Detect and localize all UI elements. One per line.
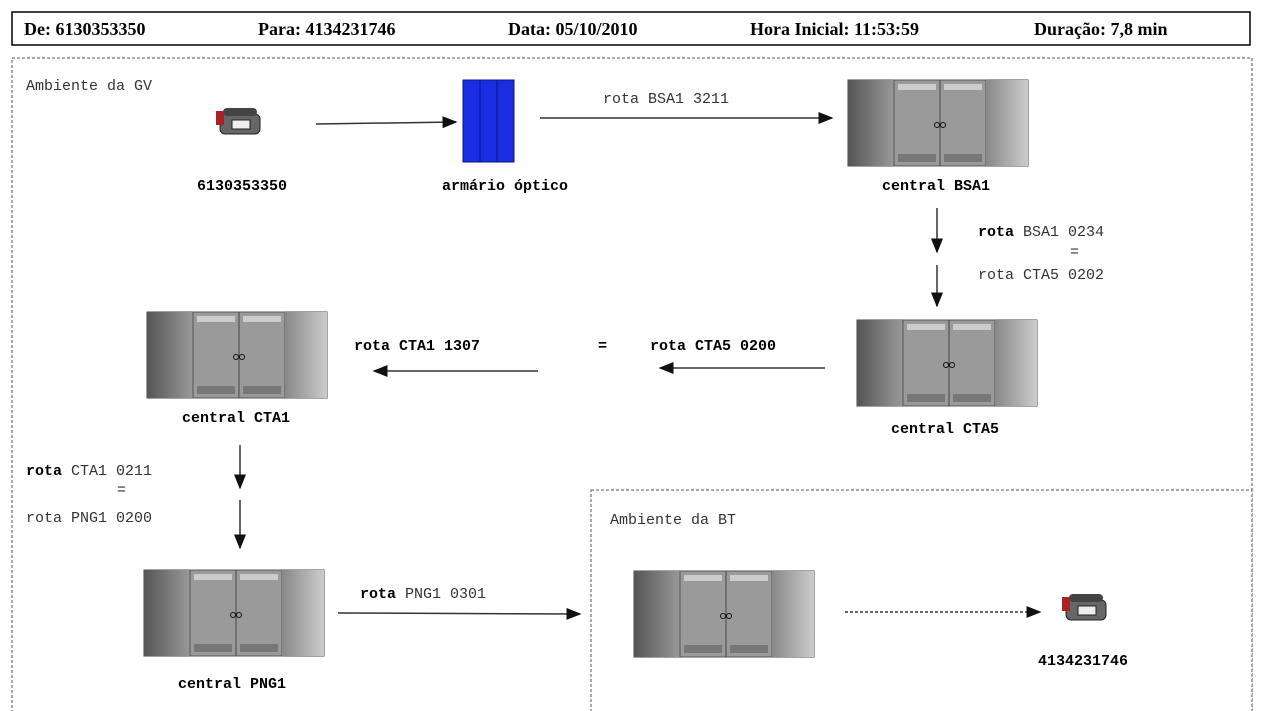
zone-gv bbox=[11, 57, 1253, 711]
node-label: 4134231746 bbox=[1038, 653, 1128, 670]
node-label: armário óptico bbox=[442, 178, 568, 195]
header: De: 6130353350 Para: 4134231746 Data: 05… bbox=[24, 19, 1168, 39]
header-field: Data: 05/10/2010 bbox=[508, 19, 638, 39]
route-label: rota PNG1 0301 bbox=[360, 586, 486, 603]
node-label: central PNG1 bbox=[178, 676, 286, 693]
cabinet-icon bbox=[462, 79, 515, 163]
route-equals: = bbox=[598, 338, 607, 355]
header-box bbox=[11, 11, 1251, 46]
central-icon bbox=[143, 569, 325, 657]
node-label: 6130353350 bbox=[197, 178, 287, 195]
header-field: Para: 4134231746 bbox=[258, 19, 395, 39]
phone-icon bbox=[1061, 593, 1107, 621]
route-label: rota PNG1 0200 bbox=[26, 510, 152, 527]
central-icon bbox=[633, 570, 815, 658]
header-field: De: 6130353350 bbox=[24, 19, 145, 39]
node-label: central CTA5 bbox=[891, 421, 999, 438]
route-label: rota CTA1 1307 bbox=[354, 338, 480, 355]
header-field: Duração: 7,8 min bbox=[1034, 19, 1168, 39]
phone-icon bbox=[215, 107, 261, 135]
route-label: rota CTA1 0211 bbox=[26, 463, 152, 480]
arrows bbox=[234, 112, 1042, 620]
node-label: central CTA1 bbox=[182, 410, 290, 427]
central-icon bbox=[146, 311, 328, 399]
route-label: rota BSA1 3211 bbox=[603, 91, 729, 108]
central-icon bbox=[856, 319, 1038, 407]
zone-label: Ambiente da BT bbox=[610, 512, 736, 529]
central-icon bbox=[847, 79, 1029, 167]
route-equals: = bbox=[1070, 244, 1079, 261]
node-label: central BSA1 bbox=[882, 178, 990, 195]
zone-label: Ambiente da GV bbox=[26, 78, 152, 95]
route-label: rota CTA5 0200 bbox=[650, 338, 776, 355]
route-label: rota CTA5 0202 bbox=[978, 267, 1104, 284]
route-equals: = bbox=[117, 482, 126, 499]
header-field: Hora Inicial: 11:53:59 bbox=[750, 19, 919, 39]
route-label: rota BSA1 0234 bbox=[978, 224, 1104, 241]
